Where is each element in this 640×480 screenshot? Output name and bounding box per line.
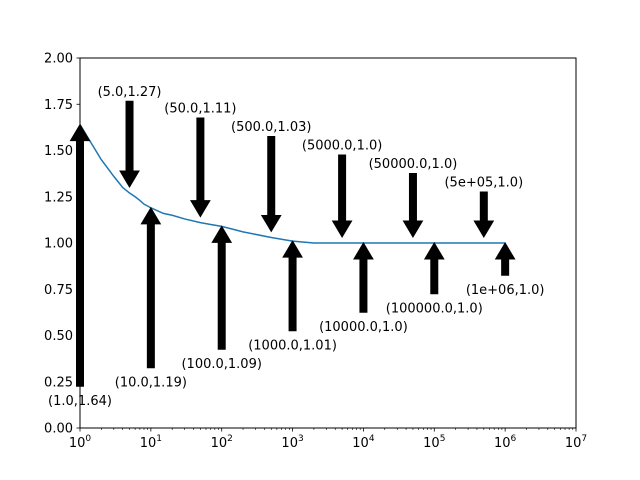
x-tick-label: 107	[565, 434, 587, 451]
x-tick-label: 106	[494, 434, 517, 451]
y-tick-label: 1.75	[44, 98, 73, 113]
annotation-label: (1e+06,1.0)	[466, 283, 545, 298]
x-tick-label: 103	[281, 434, 303, 451]
annotation-arrow	[353, 242, 374, 313]
annotation-label: (100000.0,1.0)	[386, 301, 483, 316]
annotation-arrow	[119, 100, 140, 189]
y-tick-label: 0.00	[44, 422, 73, 437]
annotation-arrow	[473, 191, 495, 238]
annotation-label: (50.0,1.11)	[164, 101, 236, 116]
annotation-layer: (1.0,1.64)(5.0,1.27)(10.0,1.19)(50.0,1.1…	[48, 85, 544, 409]
annotation-label: (5000.0,1.0)	[302, 138, 382, 153]
y-tick-label: 0.50	[44, 329, 73, 344]
y-tick-label: 0.25	[44, 375, 73, 390]
annotation-label: (10000.0,1.0)	[319, 320, 408, 335]
y-tick-label: 1.00	[44, 237, 73, 252]
y-tick-label: 2.00	[44, 52, 73, 67]
y-tick-label: 0.75	[44, 283, 73, 298]
y-tick-label: 1.50	[44, 144, 73, 159]
annotation-arrow	[260, 135, 282, 233]
y-tick-label: 1.25	[44, 190, 73, 205]
series-line-0	[79, 124, 506, 244]
x-tick-label: 100	[69, 434, 92, 451]
annotation-arrow	[190, 117, 211, 218]
annotation-label: (1000.0,1.01)	[248, 338, 337, 353]
x-tick-label: 101	[140, 434, 162, 451]
y-axis: 0.00 0.25 0.50 0.75 1.00 1.25 1.50 1.75 2.00	[44, 52, 80, 437]
annotation-arrow	[140, 206, 162, 369]
annotation-arrow	[402, 172, 424, 238]
annotation-label: (5e+05,1.0)	[444, 175, 523, 190]
annotation-label: (50000.0,1.0)	[369, 157, 458, 172]
annotation-label: (10.0,1.19)	[115, 375, 187, 390]
annotation-arrow	[282, 240, 303, 332]
x-tick-label: 102	[211, 434, 233, 451]
annotation-arrow	[423, 242, 445, 295]
annotation-label: (5.0,1.27)	[98, 85, 162, 100]
annotation-arrow	[331, 154, 353, 238]
annotation-label: (500.0,1.03)	[231, 120, 311, 135]
annotation-arrow	[211, 225, 233, 350]
x-axis: 100 101 102 103 104 105 106 107	[69, 428, 587, 451]
annotation-arrow	[494, 242, 516, 276]
x-tick-label: 105	[423, 434, 445, 451]
x-tick-label: 104	[352, 434, 375, 451]
series-layer	[79, 124, 506, 244]
annotation-label: (100.0,1.09)	[181, 357, 261, 372]
